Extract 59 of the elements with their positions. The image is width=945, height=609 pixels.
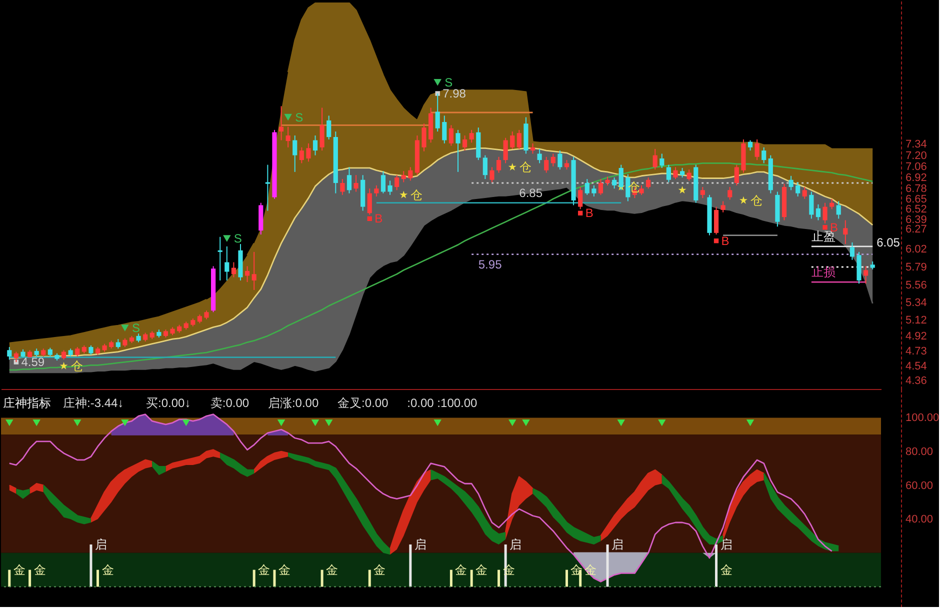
y-tick-label: 4.92	[906, 330, 927, 342]
y-tick-label: 5.79	[906, 261, 927, 274]
y-tick-label: 6.52	[906, 204, 927, 216]
y-tick-label: 6.02	[906, 243, 927, 256]
data-label: S	[234, 231, 242, 246]
data-label: 仓	[519, 160, 532, 174]
data-label: 启	[414, 537, 426, 552]
y-tick-label: 100.00	[906, 412, 940, 424]
annotation: 卖:0.00	[210, 396, 250, 410]
y-tick-label: 40.00	[906, 514, 934, 526]
data-label: 金	[476, 562, 488, 577]
annotation: 庄神:-3.44↓	[63, 396, 124, 410]
data-label: 金	[326, 562, 338, 577]
annotation: 金叉:0.00	[338, 396, 389, 410]
data-label: 仓	[750, 193, 762, 208]
y-tick-label: 6.27	[906, 223, 927, 236]
y-tick-label: 5.56	[906, 280, 927, 292]
y-tick-label: 60.00	[906, 480, 934, 492]
data-label: 金	[34, 562, 46, 577]
data-label: 4.59	[21, 355, 45, 370]
y-tick-label: 7.34	[906, 138, 927, 151]
data-label: 金	[278, 562, 290, 577]
annotation: 买:0.00↓	[146, 396, 191, 410]
y-tick-label: 6.78	[906, 183, 927, 196]
data-label: B	[585, 206, 594, 220]
data-label: 启	[720, 537, 732, 552]
data-label: 金	[374, 562, 386, 577]
y-tick-label: 4.36	[906, 374, 927, 387]
y-tick-label: 6.92	[906, 172, 927, 184]
data-label: 金	[455, 562, 468, 577]
data-label: 6.05	[876, 235, 900, 250]
y-tick-label: 6.39	[906, 214, 927, 226]
y-tick-label: 5.34	[906, 297, 927, 310]
y-tick-label: 80.00	[906, 446, 934, 458]
data-label: 6.85	[519, 186, 543, 200]
data-label: 止损	[811, 265, 836, 280]
data-label: 启	[94, 537, 107, 552]
y-tick-label: 4.54	[906, 360, 927, 373]
data-label: 启	[612, 537, 624, 552]
data-label: 金	[720, 562, 732, 577]
y-tick-label: 7.06	[906, 160, 927, 173]
annotation: 启涨:0.00	[268, 396, 319, 410]
data-label: B	[374, 212, 383, 226]
y-tick-label: 7.20	[906, 150, 927, 162]
data-label: 5.95	[478, 257, 502, 272]
annotation: :0.00 :100.00	[407, 396, 478, 410]
text: 庄神指标	[3, 396, 51, 410]
data-label: B	[721, 234, 730, 248]
data-label: 启	[510, 537, 522, 552]
data-label: 金	[258, 562, 270, 577]
y-tick-label: 6.65	[906, 193, 927, 206]
data-label: S	[132, 320, 140, 335]
data-label: 金	[570, 562, 583, 577]
data-label: 金	[102, 562, 114, 577]
data-label: S	[295, 110, 304, 124]
y-tick-label: 4.73	[906, 345, 927, 358]
data-label: 仓	[410, 188, 423, 202]
y-tick-label: 5.12	[906, 314, 927, 327]
data-label: 金	[13, 562, 26, 577]
